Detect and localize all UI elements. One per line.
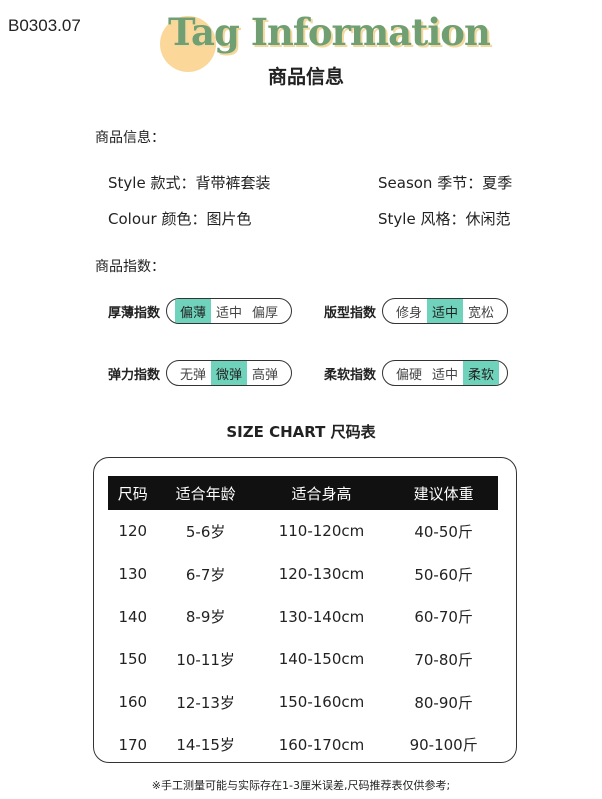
table-cell: 50-60斤 [414,565,473,584]
table-cell: 5-6岁 [185,522,226,541]
index-option: 偏薄 [175,299,212,323]
index-row: 版型指数 修身 适中 宽松 [324,298,509,324]
table-cell: 12-13岁 [176,693,235,712]
size-chart-title: SIZE CHART 尺码表 [226,423,376,441]
decorative-circle [160,16,216,72]
table-row: 120 5-6岁 110-120cm 40-50斤 [108,510,498,553]
table-cell: 90-100斤 [409,736,478,755]
table-cell: 8-9岁 [185,608,226,627]
table-cell: 140 [118,607,148,626]
index-option: 偏硬 [396,367,423,383]
index-heading: 商品指数： [95,259,165,275]
size-table: 尺码 适合年龄 适合身高 建议体重 120 5-6岁 110-120cm 40-50斤 130 6… [108,476,498,766]
info-heading: 商品信息： [95,130,165,146]
table-cell: 60-70斤 [414,608,473,627]
table-header: 适合身高 [253,476,390,510]
product-code: B0303.07 [8,16,81,35]
index-pill: 修身 适中 宽松 [382,298,509,324]
page-subtitle: 商品信息 [267,66,344,88]
page-title: Tag Information [168,10,491,54]
table-cell: 6-7岁 [185,565,226,584]
table-cell: 70-80斤 [414,650,473,669]
table-cell: 160 [118,693,148,712]
index-label: 柔软指数 [324,367,377,383]
table-cell: 150 [118,650,148,669]
table-cell: 80-90斤 [414,693,473,712]
index-pill: 偏硬 适中 柔软 [382,360,509,386]
index-option: 偏厚 [252,305,279,321]
table-cell: 120 [118,522,148,541]
index-option: 适中 [216,305,243,321]
table-cell: 170 [118,735,148,754]
info-style-2: Style 风格：休闲范 [378,210,511,228]
index-option: 宽松 [468,305,495,321]
table-header: 适合年龄 [157,476,254,510]
measurement-note: ※手工测量可能与实际存在1-3厘米误差,尺码推荐表仅供参考; [151,779,451,792]
index-label: 版型指数 [324,305,377,321]
table-cell: 160-170cm [278,735,365,754]
index-option: 修身 [396,305,423,321]
table-cell: 130 [118,565,148,584]
table-cell: 110-120cm [278,522,365,541]
table-cell: 10-11岁 [176,650,235,669]
index-option: 无弹 [180,367,207,383]
index-label: 弹力指数 [108,367,161,383]
index-label: 厚薄指数 [108,305,161,321]
index-row: 厚薄指数 偏薄 适中 偏厚 [108,298,293,324]
info-style: Style 款式：背带裤套装 [108,174,271,192]
table-row: 140 8-9岁 130-140cm 60-70斤 [108,595,498,638]
table-cell: 120-130cm [278,565,365,584]
table-row: 150 10-11岁 140-150cm 70-80斤 [108,638,498,681]
index-pill: 偏薄 适中 偏厚 [166,298,293,324]
table-row: 160 12-13岁 150-160cm 80-90斤 [108,681,498,724]
info-colour: Colour 颜色：图片色 [108,210,252,228]
table-cell: 150-160cm [278,693,365,712]
table-cell: 130-140cm [278,607,365,626]
table-header: 尺码 [108,476,158,510]
table-row: 170 14-15岁 160-170cm 90-100斤 [108,723,498,766]
table-cell: 40-50斤 [414,522,473,541]
table-cell: 14-15岁 [176,736,235,755]
table-row: 130 6-7岁 120-130cm 50-60斤 [108,553,498,596]
index-row: 柔软指数 偏硬 适中 柔软 [324,360,509,386]
table-cell: 140-150cm [278,650,365,669]
index-row: 弹力指数 无弹 微弹 高弹 [108,360,293,386]
info-season: Season 季节：夏季 [378,174,513,192]
index-option: 适中 [432,367,459,383]
table-header: 建议体重 [389,476,498,510]
size-chart-box [93,457,517,763]
index-option: 微弹 [211,361,248,385]
index-option: 高弹 [252,367,279,383]
index-pill: 无弹 微弹 高弹 [166,360,293,386]
index-option: 柔软 [463,361,500,385]
index-option: 适中 [427,299,464,323]
